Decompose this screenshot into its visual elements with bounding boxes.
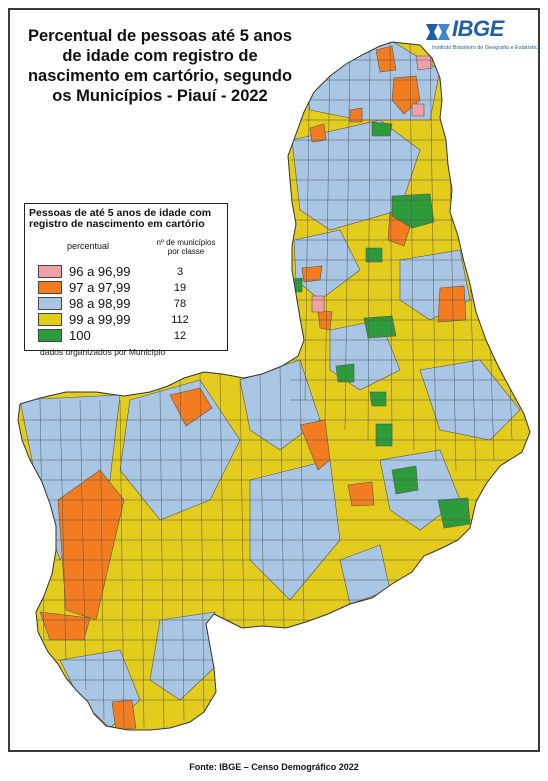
source-caption: Fonte: IBGE – Censo Demográfico 2022 <box>189 762 359 772</box>
logo-name: IBGE <box>452 16 504 41</box>
legend-range: 97 a 97,99 <box>69 280 131 295</box>
legend-swatch <box>38 297 62 310</box>
ibge-logo-icon <box>426 24 450 40</box>
title-line: nascimento em cartório, segundo <box>27 67 293 85</box>
legend-row: 96 a 96,99 3 <box>38 264 218 280</box>
legend-row: 100 12 <box>38 328 218 344</box>
legend-range: 98 a 98,99 <box>69 296 131 311</box>
map-title: Percentual de pessoas até 5 anos de idad… <box>22 26 298 106</box>
legend-row: 98 a 98,99 78 <box>38 296 218 312</box>
svg-text:·: · <box>350 197 351 201</box>
legend-title: Pessoas de até 5 anos de idade com regis… <box>29 208 227 230</box>
legend-row: 99 a 99,99 112 <box>38 312 218 328</box>
legend-count: 3 <box>176 266 184 278</box>
legend-count: 112 <box>171 314 189 326</box>
legend-title-line: Pessoas de até 5 anos de idade com <box>29 207 212 219</box>
legend-title-line: registro de nascimento em cartório <box>29 218 205 230</box>
legend-count: 12 <box>173 330 187 342</box>
title-line: de idade com registro de <box>62 47 258 65</box>
legend-column-count-line: por classe <box>167 247 205 256</box>
legend-count: 78 <box>173 298 187 310</box>
svg-text:·: · <box>310 157 311 161</box>
legend-column-percent: percentual <box>67 241 110 251</box>
title-line: Percentual de pessoas até 5 anos <box>27 27 293 45</box>
legend-range: 100 <box>69 328 91 343</box>
legend-swatch <box>38 313 62 326</box>
legend-swatch <box>38 329 62 342</box>
legend-swatch <box>38 281 62 294</box>
legend-count: 19 <box>173 282 187 294</box>
svg-text:·: · <box>400 257 401 261</box>
logo-subtitle: Instituto Brasileiro de Geografia e Esta… <box>432 45 541 51</box>
legend-range: 99 a 99,99 <box>69 312 131 327</box>
legend-row: 97 a 97,99 19 <box>38 280 218 296</box>
legend-column-count-line: nº de municípios <box>156 238 216 247</box>
legend-range: 96 a 96,99 <box>69 264 131 279</box>
legend-note: dados organizados por Município <box>40 347 166 357</box>
title-line: os Municípios - Piauí - 2022 <box>52 87 268 105</box>
legend-swatch <box>38 265 62 278</box>
legend: Pessoas de até 5 anos de idade com regis… <box>24 203 228 351</box>
legend-column-count: nº de municípios por classe <box>153 238 219 256</box>
